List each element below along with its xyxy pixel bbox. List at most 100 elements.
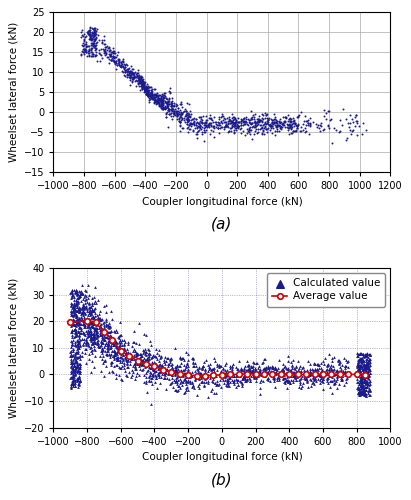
Point (316, 371, 323, 379)
Point (286, 124, 293, 132)
Point (270, 374, 277, 382)
Point (365, 380, 371, 388)
Point (185, 128, 191, 136)
Point (280, 370, 287, 378)
Point (113, 350, 120, 358)
Point (97, 315, 103, 323)
Point (359, 378, 365, 386)
Point (72, 350, 78, 358)
Point (224, 122, 230, 130)
Point (175, 110, 182, 118)
Point (135, 66, 142, 74)
Point (248, 119, 255, 127)
Point (91, 310, 98, 318)
Point (220, 116, 226, 124)
Point (78, 290, 85, 298)
Point (185, 122, 191, 130)
Point (173, 108, 180, 116)
Point (249, 362, 255, 370)
Point (74, 368, 81, 376)
Point (211, 370, 218, 378)
Point (218, 366, 224, 374)
Point (272, 365, 279, 373)
Point (267, 378, 273, 386)
Point (177, 112, 184, 120)
Point (307, 119, 313, 127)
Point (146, 360, 153, 368)
Point (314, 124, 320, 132)
Point (321, 106, 328, 114)
Point (106, 337, 113, 345)
Point (358, 374, 365, 382)
Point (215, 360, 222, 368)
Point (81, 40, 88, 48)
Point (214, 380, 220, 388)
Point (138, 78, 145, 86)
Point (190, 126, 196, 134)
Point (231, 378, 237, 386)
Point (177, 354, 184, 362)
Point (358, 358, 364, 366)
Point (212, 358, 219, 366)
Point (330, 124, 337, 132)
Point (143, 84, 149, 92)
Point (105, 44, 112, 52)
Point (149, 87, 156, 95)
Point (69, 352, 76, 360)
Point (254, 359, 260, 367)
Point (357, 362, 363, 370)
Point (337, 127, 344, 135)
Point (156, 96, 163, 104)
Point (224, 120, 231, 128)
Point (72, 321, 78, 329)
Point (360, 366, 366, 374)
Point (85, 52, 92, 60)
Point (312, 365, 318, 373)
Point (130, 69, 137, 77)
Point (147, 369, 154, 377)
Point (316, 120, 323, 128)
Point (151, 352, 157, 360)
Point (153, 94, 160, 102)
Point (311, 360, 318, 368)
Point (289, 372, 296, 380)
Point (238, 115, 245, 123)
Point (201, 136, 207, 144)
Point (225, 117, 231, 125)
Point (74, 296, 80, 304)
Point (185, 118, 191, 126)
Point (79, 304, 85, 312)
Point (153, 90, 159, 98)
Point (90, 307, 97, 315)
Point (146, 346, 152, 354)
Point (359, 378, 366, 386)
Point (75, 366, 81, 374)
Point (174, 111, 180, 119)
Point (309, 370, 316, 378)
Point (71, 326, 78, 334)
Point (87, 28, 93, 36)
Point (311, 380, 318, 388)
Point (124, 360, 131, 368)
Point (74, 374, 81, 382)
Point (80, 320, 87, 328)
Point (178, 355, 184, 363)
Point (102, 46, 108, 54)
Point (184, 371, 191, 379)
Point (113, 361, 120, 369)
Point (145, 350, 151, 358)
Point (189, 378, 195, 386)
Point (315, 360, 321, 368)
Point (72, 355, 78, 363)
Point (109, 48, 115, 56)
Point (342, 362, 349, 370)
Point (205, 122, 211, 130)
Point (135, 74, 141, 82)
Point (293, 362, 299, 370)
Point (164, 366, 170, 374)
Point (295, 366, 302, 374)
Point (136, 78, 143, 86)
Point (278, 366, 285, 374)
Point (205, 365, 212, 373)
Point (188, 110, 194, 118)
